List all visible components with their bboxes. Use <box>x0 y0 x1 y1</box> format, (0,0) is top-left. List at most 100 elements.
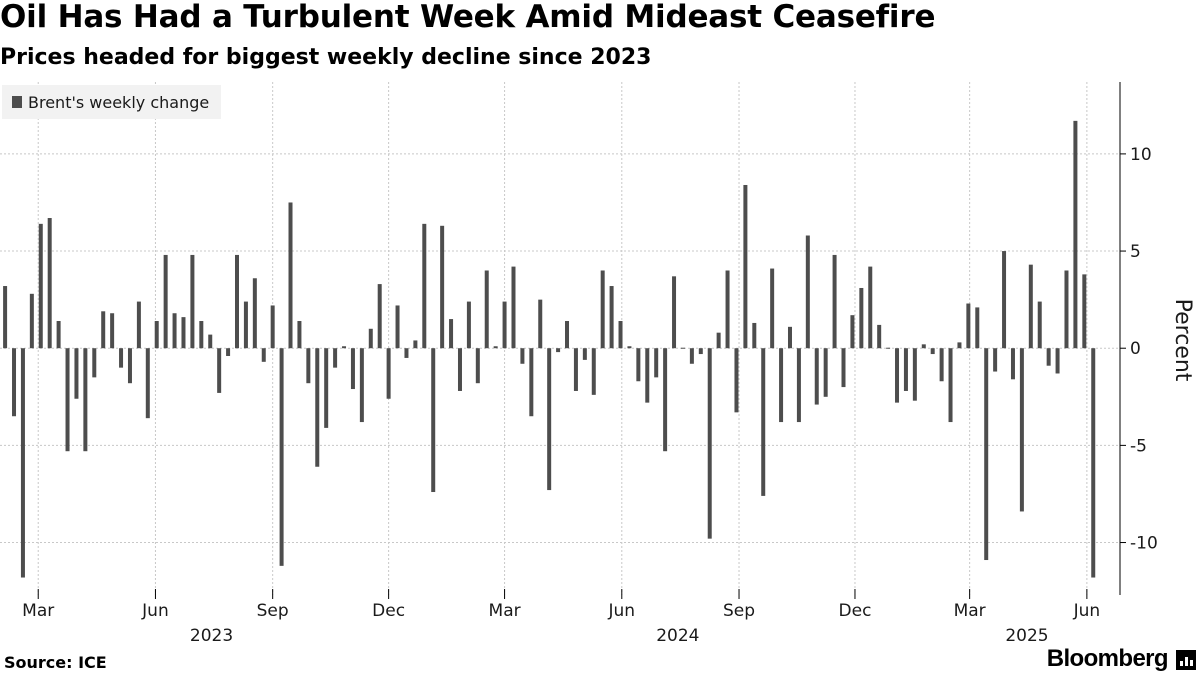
bar <box>895 348 900 403</box>
bar <box>422 223 427 349</box>
bar <box>449 319 454 349</box>
bar <box>573 348 578 391</box>
x-axis-ticks: Mar Jun Sep Dec Mar Jun Sep Dec Mar Jun 2023 2024 20… <box>22 589 1100 646</box>
bar <box>333 348 338 368</box>
bar <box>1073 120 1078 349</box>
bar <box>796 348 801 423</box>
bar <box>984 348 989 561</box>
bar <box>235 254 239 349</box>
bar <box>101 311 106 349</box>
bars <box>3 120 1096 578</box>
y-gridlines <box>0 153 1120 544</box>
bar <box>814 348 819 405</box>
x-year-label: 2023 <box>190 626 233 646</box>
bar <box>770 268 775 349</box>
bar <box>1082 274 1087 349</box>
bar <box>672 276 677 349</box>
bar <box>654 348 659 378</box>
bar <box>502 301 507 349</box>
bar <box>404 348 409 358</box>
bar <box>582 348 587 360</box>
brand: Bloomberg <box>1047 645 1196 673</box>
bar <box>859 287 864 349</box>
bar <box>779 348 784 423</box>
x-tick-label: Dec <box>372 601 405 621</box>
bar <box>832 254 837 349</box>
legend-label: Brent's weekly change <box>28 92 210 112</box>
bar <box>645 348 650 403</box>
x-tick-label: Jun <box>608 601 636 621</box>
bar <box>957 342 962 349</box>
bar <box>636 348 641 382</box>
bar <box>556 348 561 353</box>
bar <box>841 348 846 388</box>
bar <box>1028 264 1033 349</box>
bar <box>1091 348 1096 578</box>
bar <box>1055 348 1060 374</box>
bar <box>315 348 320 467</box>
bar <box>1064 270 1069 349</box>
bar <box>689 348 694 364</box>
bar <box>850 315 855 349</box>
bar <box>190 254 195 349</box>
brand-name: Bloomberg <box>1046 645 1169 672</box>
x-tick-label: Mar <box>489 601 521 621</box>
bar <box>20 348 25 578</box>
bar <box>342 346 347 349</box>
bar <box>725 270 730 349</box>
bar <box>600 270 605 349</box>
bar <box>243 301 248 349</box>
y-tick-label: 10 <box>1130 145 1152 165</box>
bar <box>734 348 739 413</box>
y-tick-label: -5 <box>1130 436 1147 456</box>
bar <box>680 347 685 349</box>
bar <box>466 301 471 349</box>
bar <box>618 321 623 349</box>
bar <box>92 348 97 378</box>
bar <box>56 321 61 349</box>
bar <box>921 344 926 349</box>
chart-title: Oil Has Had a Turbulent Week Amid Mideas… <box>0 0 936 35</box>
x-tick-label: Dec <box>839 601 872 621</box>
bar <box>110 313 115 349</box>
bar <box>511 266 516 349</box>
bar <box>591 348 596 395</box>
bar <box>386 348 391 399</box>
bar <box>868 266 873 349</box>
bar <box>74 348 79 399</box>
bar <box>431 348 436 493</box>
bar <box>413 340 418 349</box>
bar <box>993 348 998 372</box>
bar <box>83 348 88 452</box>
bar <box>1019 348 1024 512</box>
y-tick-label: 5 <box>1130 242 1141 262</box>
bar <box>1046 348 1051 366</box>
bar <box>787 326 792 349</box>
bar <box>547 348 552 491</box>
bar <box>966 303 971 349</box>
bar <box>270 305 275 349</box>
bar <box>939 348 944 382</box>
bar <box>136 301 141 349</box>
bar <box>368 328 373 349</box>
bar <box>29 293 34 349</box>
bar <box>1037 301 1042 349</box>
legend: Brent's weekly change <box>2 85 222 119</box>
bar <box>609 286 614 349</box>
bar <box>877 324 882 349</box>
source-note: Source: ICE <box>4 653 107 672</box>
bar <box>199 321 204 349</box>
bar <box>912 348 917 401</box>
bar <box>948 348 953 423</box>
bar <box>975 307 980 349</box>
bar <box>930 348 935 355</box>
bar <box>698 348 703 355</box>
bar <box>823 348 828 397</box>
bar <box>716 332 721 349</box>
bar <box>627 346 632 349</box>
legend-swatch <box>12 96 22 108</box>
x-tick-label: Jun <box>141 601 169 621</box>
bar <box>65 348 70 452</box>
x-year-label: 2024 <box>656 626 699 646</box>
